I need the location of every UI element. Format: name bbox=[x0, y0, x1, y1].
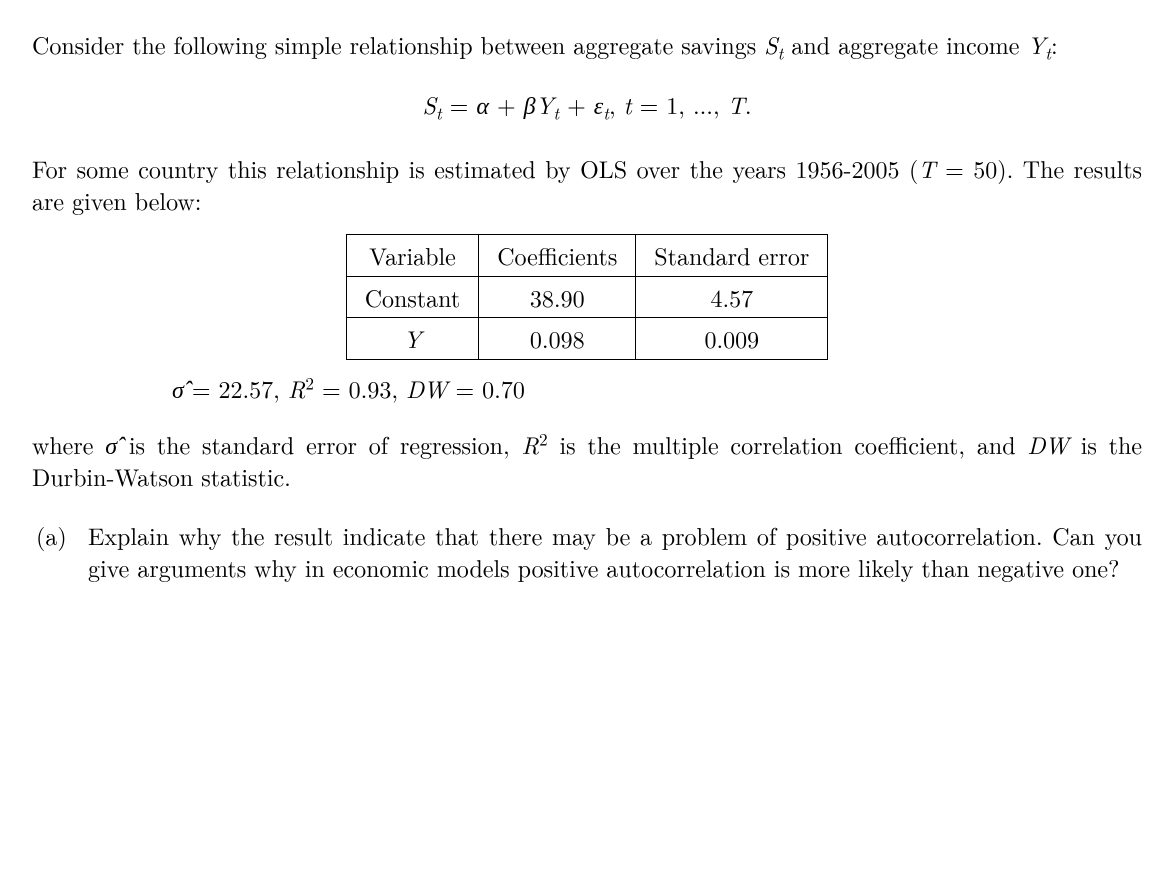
stat-val: 22.57 bbox=[219, 371, 274, 405]
stat-val: 0.70 bbox=[482, 371, 525, 405]
text: and aggregate income bbox=[783, 27, 1027, 61]
question-text: Explain why the result indicate that the… bbox=[88, 519, 1142, 584]
text: For some country this relationship is es… bbox=[32, 151, 918, 185]
eq-T: T bbox=[728, 87, 745, 121]
text: is the multiple correlation coefficient,… bbox=[548, 427, 1028, 461]
stat-val: 0.93 bbox=[349, 371, 392, 405]
text: is the standard error of regression, bbox=[117, 427, 521, 461]
results-table: Variable Coefficients Standard error Con… bbox=[346, 234, 829, 359]
stat-sep: , bbox=[273, 371, 288, 405]
var-R: R bbox=[522, 427, 540, 461]
display-equation: St = α + βYt + εt, t = 1, ..., T. bbox=[32, 88, 1142, 126]
table-header-row: Variable Coefficients Standard error bbox=[346, 235, 828, 276]
stat-sigma: σ̂ bbox=[172, 371, 184, 405]
stat-sq: 2 bbox=[305, 371, 314, 395]
eq-range: 1, ..., bbox=[666, 87, 727, 121]
eq-op: + bbox=[489, 87, 524, 121]
cell-var: Y bbox=[346, 318, 478, 359]
col-header: Variable bbox=[346, 235, 478, 276]
eq-t: t bbox=[624, 87, 632, 121]
results-table-wrap: Variable Coefficients Standard error Con… bbox=[32, 234, 1142, 359]
sq: 2 bbox=[539, 427, 548, 451]
col-header: Coefficients bbox=[479, 235, 636, 276]
var-T: T bbox=[918, 151, 935, 185]
eq-Y: Y bbox=[536, 87, 554, 121]
cell-var: Constant bbox=[346, 276, 478, 317]
regression-stats: σ̂ = 22.57, R2 = 0.93, DW = 0.70 bbox=[32, 372, 1142, 404]
cell-se: 4.57 bbox=[636, 276, 828, 317]
var-DW: DW bbox=[1027, 427, 1068, 461]
eq-eps: ε bbox=[594, 87, 603, 121]
cell-coef: 38.90 bbox=[479, 276, 636, 317]
eq-end: . bbox=[745, 87, 752, 121]
where-paragraph: where σ̂ is the standard error of regres… bbox=[32, 428, 1142, 493]
question-item-a: (a) Explain why the result indicate that… bbox=[32, 519, 1142, 584]
intro-paragraph-1: Consider the following simple relationsh… bbox=[32, 28, 1142, 66]
text: where bbox=[32, 427, 105, 461]
eq-beta: β bbox=[524, 87, 536, 121]
eq-op: + bbox=[559, 87, 594, 121]
text: : bbox=[1051, 27, 1058, 61]
eq-alpha: α bbox=[476, 87, 489, 121]
table-row: Constant 38.90 4.57 bbox=[346, 276, 828, 317]
cell-coef: 0.098 bbox=[479, 318, 636, 359]
eq-op: = bbox=[632, 87, 667, 121]
stat-R: R bbox=[288, 371, 306, 405]
col-header: Standard error bbox=[636, 235, 828, 276]
text: Consider the following simple relationsh… bbox=[32, 27, 764, 61]
cell-se: 0.009 bbox=[636, 318, 828, 359]
intro-paragraph-2: For some country this relationship is es… bbox=[32, 152, 1142, 217]
stat-eq: = bbox=[184, 371, 219, 405]
table-row: Y 0.098 0.009 bbox=[346, 318, 828, 359]
var-sigma: σ̂ bbox=[105, 427, 117, 461]
stat-DW: DW bbox=[406, 371, 447, 405]
eq-S: S bbox=[422, 87, 436, 121]
stat-eq: = bbox=[314, 371, 349, 405]
eq-comma: , bbox=[609, 87, 624, 121]
var-S: S bbox=[764, 27, 778, 61]
question-label: (a) bbox=[32, 519, 88, 584]
stat-sep: , bbox=[391, 371, 406, 405]
stat-eq: = bbox=[447, 371, 482, 405]
var-Y: Y bbox=[1027, 27, 1045, 61]
eq-op: = bbox=[442, 87, 477, 121]
